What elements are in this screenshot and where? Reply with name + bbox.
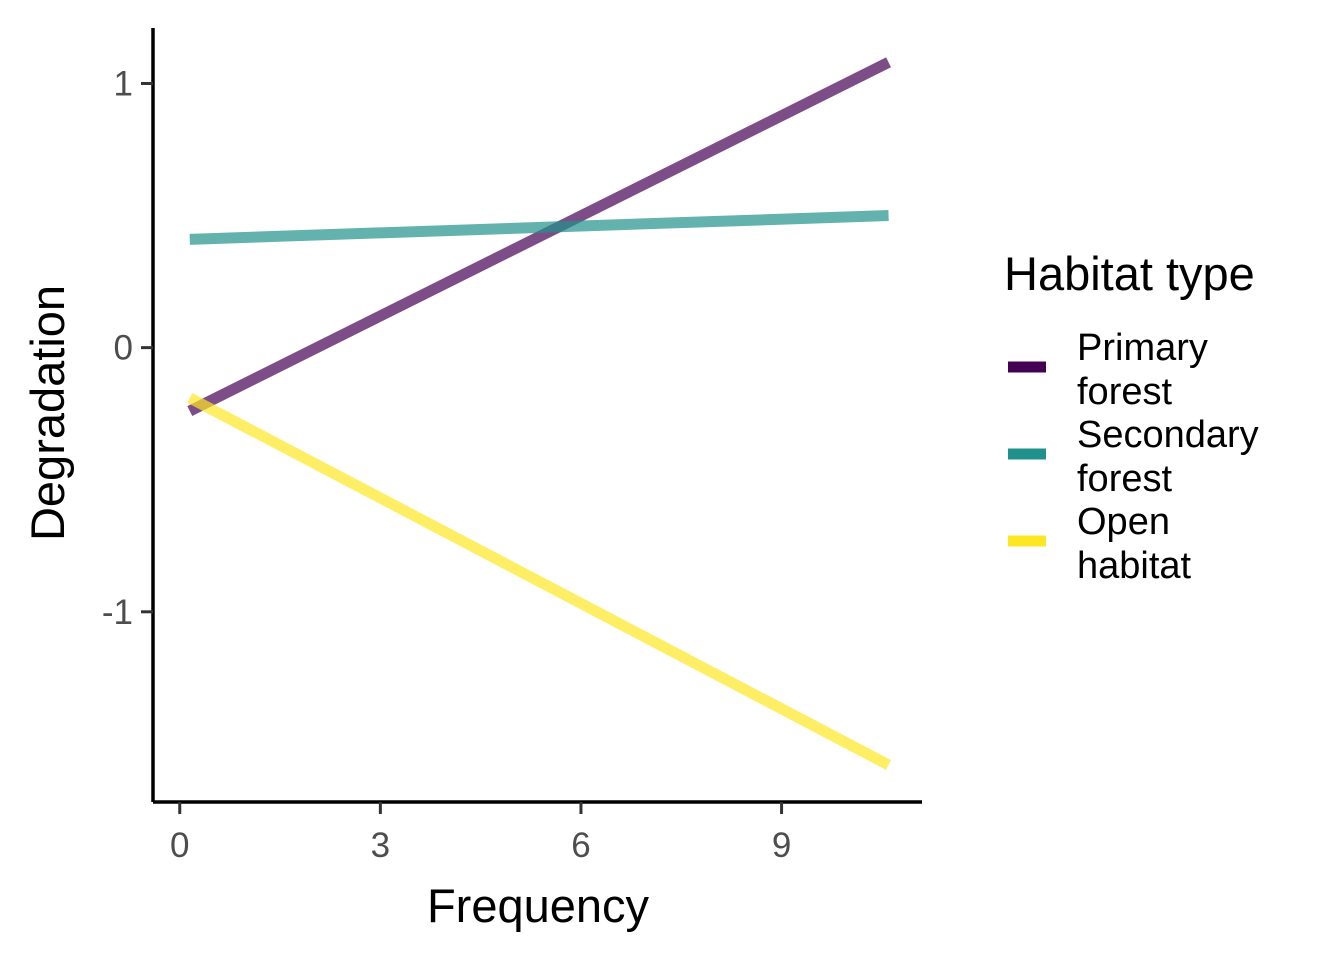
x-tick-label: 6 bbox=[571, 826, 590, 865]
y-tick-label: 0 bbox=[114, 329, 133, 368]
legend-title: Habitat type bbox=[1004, 247, 1255, 300]
y-axis-title: Degradation bbox=[21, 285, 74, 541]
series-line-open-habitat bbox=[187, 392, 892, 770]
legend-label: forest bbox=[1077, 458, 1172, 500]
y-tick-label: 1 bbox=[114, 64, 133, 103]
legend-label: Secondary bbox=[1077, 414, 1259, 456]
y-axis-ticks: 1 0 -1 bbox=[102, 64, 153, 632]
x-tick-label: 9 bbox=[772, 826, 791, 865]
x-axis-ticks: 0 3 6 9 bbox=[170, 802, 791, 865]
series-line-secondary-forest bbox=[189, 210, 889, 245]
legend-label: forest bbox=[1077, 371, 1172, 413]
legend-label: Open bbox=[1077, 501, 1170, 543]
legend: Habitat type PrimaryforestSecondaryfores… bbox=[1004, 247, 1259, 587]
x-tick-label: 0 bbox=[170, 826, 189, 865]
plot-series-group bbox=[187, 57, 892, 770]
x-tick-label: 3 bbox=[371, 826, 390, 865]
series-line-primary-forest bbox=[187, 57, 892, 416]
legend-label: Primary bbox=[1077, 327, 1208, 369]
y-tick-label: -1 bbox=[102, 593, 133, 632]
legend-label: habitat bbox=[1077, 545, 1192, 587]
x-axis-title: Frequency bbox=[427, 879, 650, 932]
